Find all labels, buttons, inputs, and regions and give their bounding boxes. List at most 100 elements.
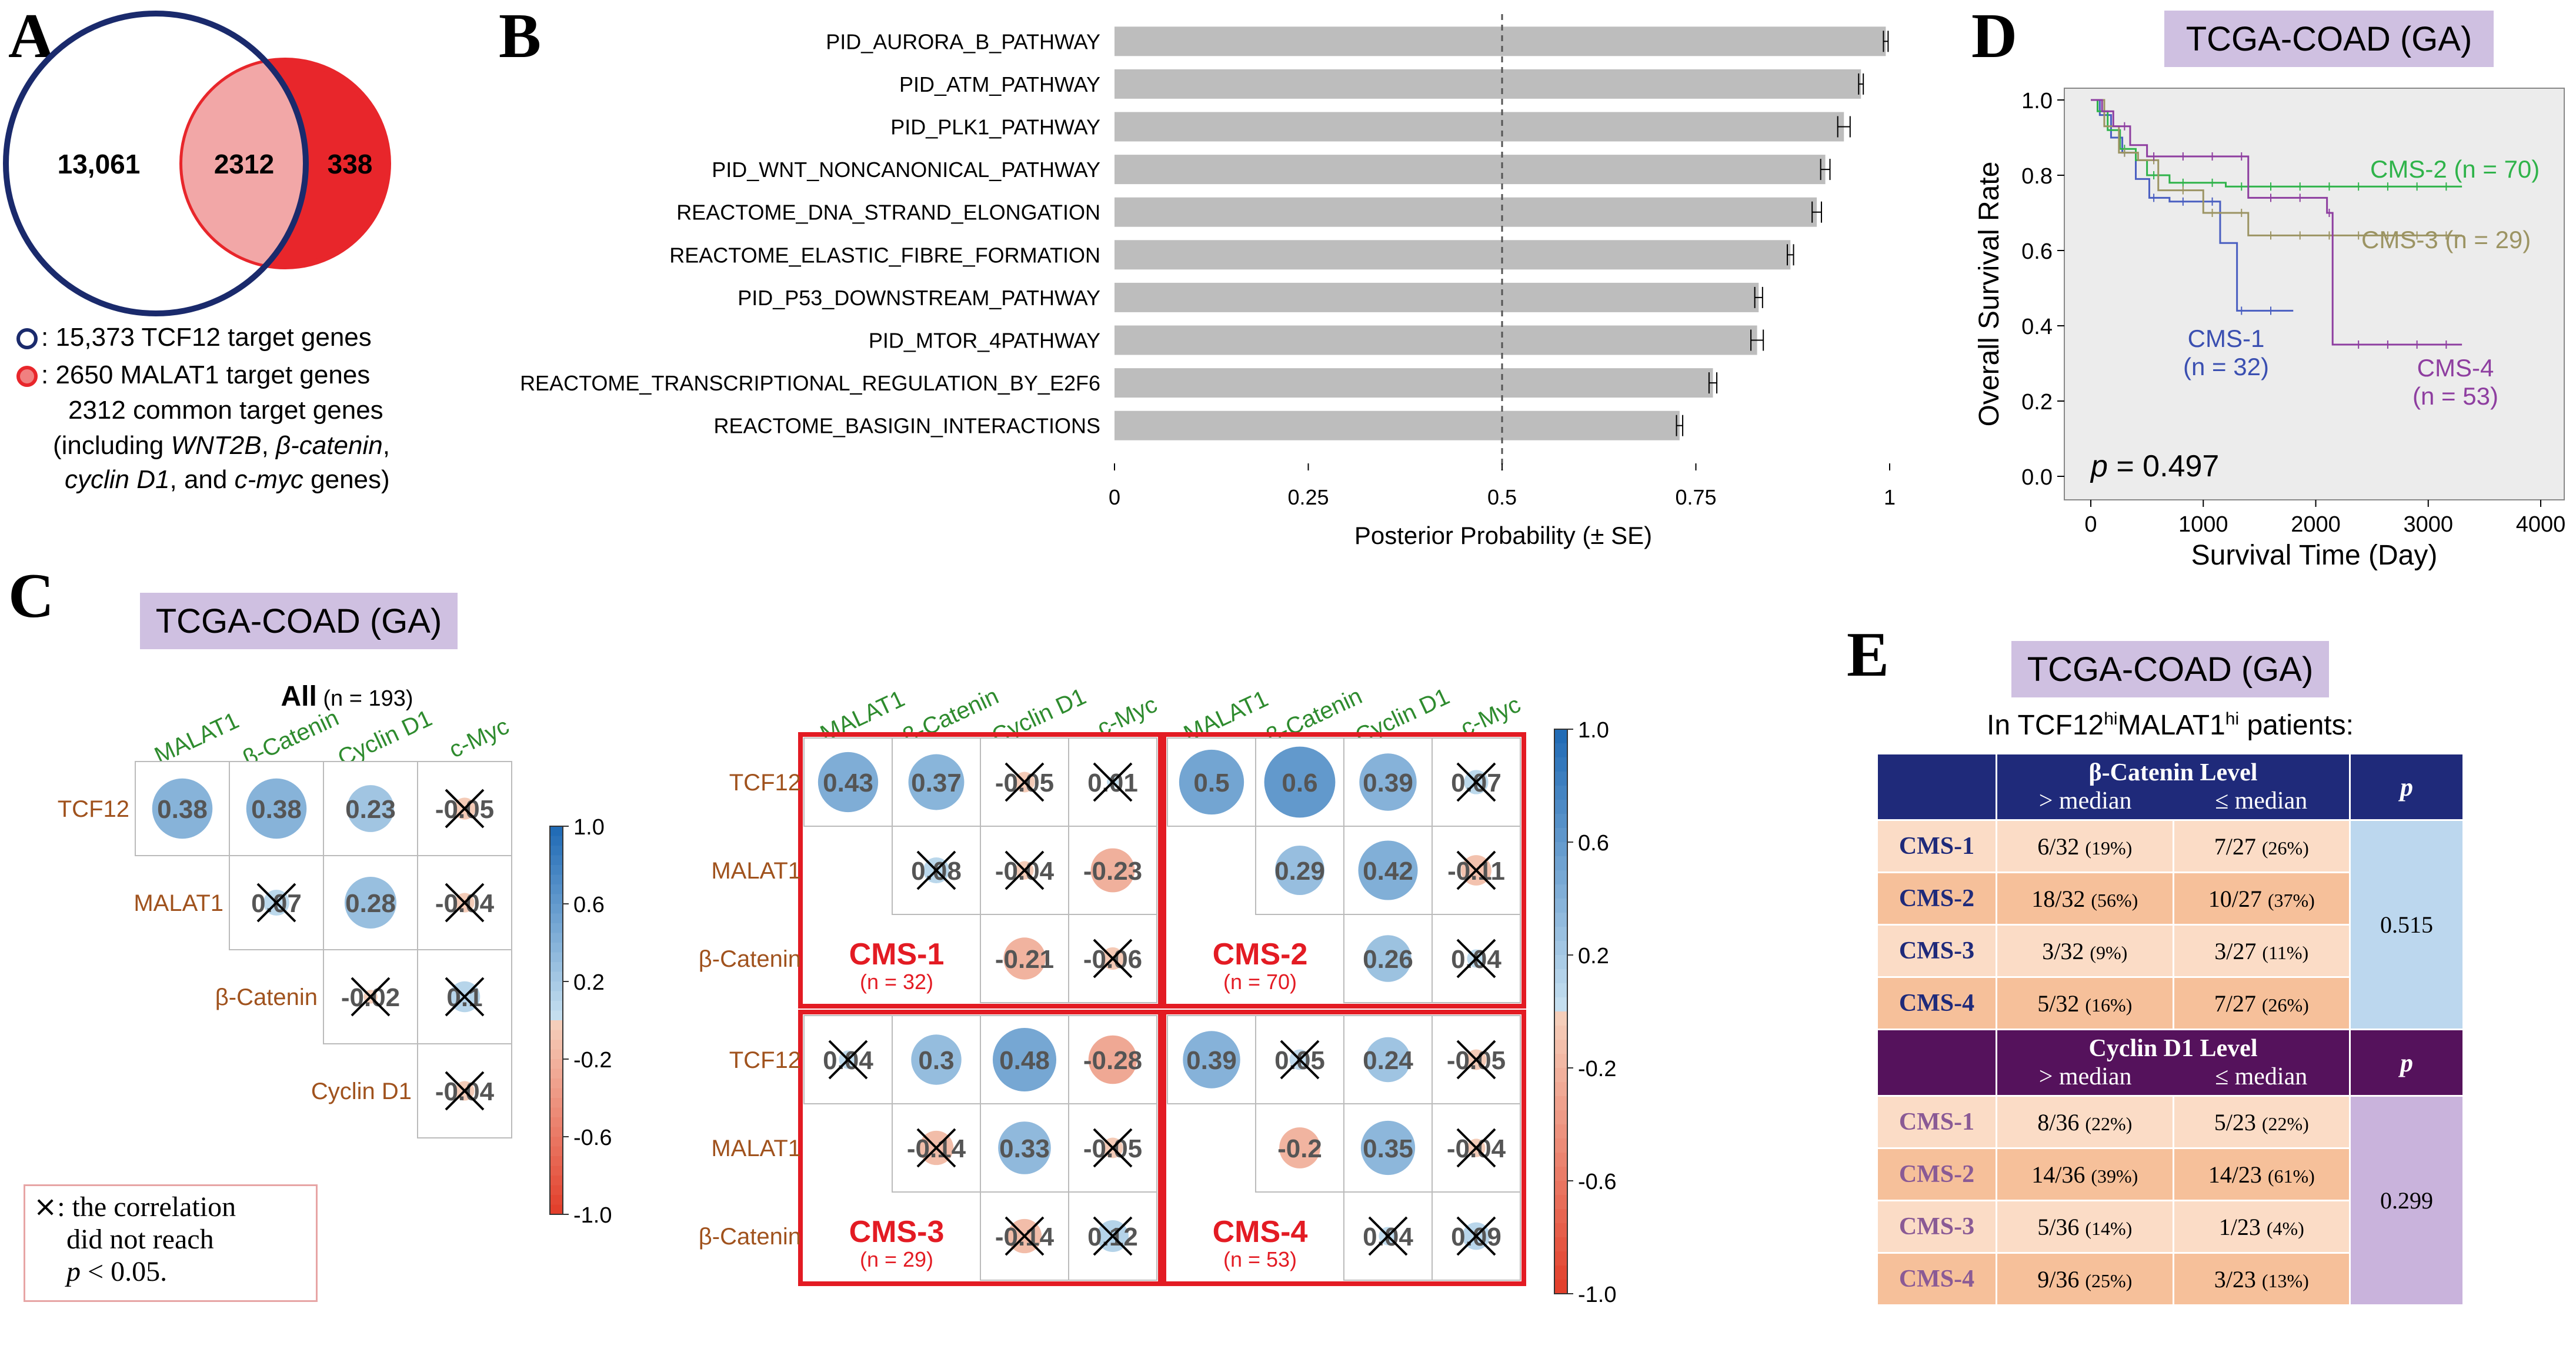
cms-name: CMS-1 [1898,833,1975,860]
cms-n: (n = 70) [1223,970,1297,994]
nonsignificant-cross [1456,1040,1496,1080]
colorbar-cms-segment [1554,969,1567,984]
colorbar-cms-tick-label: 0.6 [1578,831,1609,856]
colorbar-all-segment [550,991,563,1001]
nonsignificant-cross [916,850,956,890]
colorbar-cms-segment [1554,757,1567,772]
colorbar-cms-segment [1554,1138,1567,1153]
nonsignificant-cross [1368,1216,1408,1256]
correlation-value: 0.42 [1363,857,1413,886]
correlation-value: 0.29 [1274,857,1325,886]
colorbar-cms-segment [1554,743,1567,758]
venn-common-note: 2312 common target genes [68,396,383,425]
colorbar-cms-tick-label: -0.2 [1578,1057,1616,1081]
correlation-circle [152,778,213,839]
colorbar-all-segment [550,904,563,914]
table-row: CMS-2 14/36 (39%) 14/23 (61%) [1876,1147,2464,1201]
colorbar-cms-segment [1554,772,1567,786]
nonsignificant-cross [1093,939,1133,979]
row-label: β-Catenin [699,1224,801,1250]
colorbar-all-tick-label: 0.6 [573,893,605,917]
colorbar-all-segment [550,1185,563,1196]
nonsignificant-cross [828,1040,868,1080]
colorbar-cms-tick-label: -0.6 [1578,1170,1616,1194]
correlation-circle [1359,753,1417,811]
y-tick-label: 1.0 [2021,89,2053,113]
cms-frame [798,732,1163,1009]
cms-name: CMS-2 [1898,1161,1975,1188]
table-header-title: β-Catenin Level [2088,759,2258,786]
colorbar-cms-segment [1554,1223,1567,1238]
cms-frame [1162,732,1526,1009]
colorbar-all-tick-label: -1.0 [573,1203,612,1228]
x-tick-label: 3000 [2403,512,2453,537]
cms-name: CMS-2 [1898,885,1975,912]
gt-median-label: > median [2038,787,2132,814]
venn-left-count: 13,061 [58,149,141,179]
correlation-matrices: All (n = 193) MALAT1 β-Catenin Cyclin D1 c-… [58,681,1617,1307]
colorbar-all-segment [550,1001,563,1011]
pathway-label: PID_P53_DOWNSTREAM_PATHWAY [738,286,1100,310]
venn-common-note-3: cyclin D1, and c-myc genes) [65,465,390,494]
survival-plot: 0.0 0.2 0.4 0.6 0.8 1.0 0 1000 2000 3000 4000 Over… [1974,88,2565,571]
survival-curve-1 [2091,99,2294,312]
pathway-label: PID_WNT_NONCANONICAL_PATHWAY [712,158,1100,182]
tcf12-ring-icon [16,328,38,350]
colorbar-cms-segment [1554,1251,1567,1266]
nonsignificant-cross [1456,762,1496,802]
row-label: β-Catenin [699,946,801,972]
pathway-bar [1115,410,1680,440]
nonsignificant-cross [445,1071,485,1111]
venn-legend-malat1: : 2650 MALAT1 target genes [16,360,370,391]
malat1-ring-icon [16,366,38,388]
row-label: TCF12 [58,796,129,822]
table-header-title: Cyclin D1 Level [2088,1035,2258,1062]
nonsignificant-cross [1280,1040,1320,1080]
correlation-circle [246,778,307,839]
table-row: CMS-1 8/36 (22%) 5/23 (22%) 0.299 [1876,1095,2464,1306]
cms-label: CMS-4 [1213,1215,1308,1249]
cms-expression-table: β-Catenin Level > median ≤ median p CMS-1 6/3… [1876,753,2464,1306]
panel-label-d: D [1971,1,2017,71]
colorbar-cms-segment [1554,1195,1567,1210]
panel-label-b: B [499,1,542,71]
cms-name: CMS-3 [1898,1213,1975,1240]
correlation-circle [817,752,879,813]
cms1-curve-label: CMS-1 [2188,325,2265,352]
correlation-circle [1279,1127,1320,1168]
colorbar-cms-segment [1554,800,1567,814]
colorbar-cms-segment [1554,1040,1567,1054]
pathway-label: REACTOME_BASIGIN_INTERACTIONS [714,414,1100,438]
nonsignificant-cross [1456,1128,1496,1168]
chartB-xlabel: Posterior Probability (± SE) [1354,522,1652,549]
colorbar-all-segment [550,1137,563,1147]
le-median-label: ≤ median [2215,1063,2308,1090]
pathway-bar [1115,240,1791,270]
nonsignificant-cross [256,883,296,923]
cms1-curve-n: (n = 32) [2183,353,2269,380]
nonsignificant-cross [1005,850,1045,890]
venn-overlap-count: 2312 [214,149,274,179]
x-tick-label: 0 [2084,512,2097,537]
panel-label-c: C [8,561,54,631]
correlation-circle [1179,749,1244,815]
pathway-bar [1115,26,1886,56]
pathway-label: PID_MTOR_4PATHWAY [869,329,1100,353]
correlation-circle [1183,1031,1240,1088]
correlation-value: 0.24 [1363,1046,1413,1075]
colorbar-all-segment [550,1010,563,1021]
p-header: p [2400,772,2413,802]
correlation-circle [992,1027,1057,1092]
x-tick-label: 0.25 [1287,485,1329,509]
colorbar-cms-tick-label: 1.0 [1578,718,1609,743]
colorbar-cms-segment [1554,1082,1567,1097]
pathway-label: PID_ATM_PATHWAY [899,72,1100,96]
colorbar-all-segment [550,1156,563,1167]
survival-curve-3 [2091,99,2462,236]
correlation-circle [1264,746,1336,818]
cms-label: CMS-2 [1213,937,1308,971]
colorbar-cms-tick-label: 0.2 [1578,944,1609,969]
colorbar-all-segment [550,1204,563,1215]
colorbar-all-segment [550,913,563,924]
pathway-label: REACTOME_ELASTIC_FIBRE_FORMATION [669,243,1100,267]
